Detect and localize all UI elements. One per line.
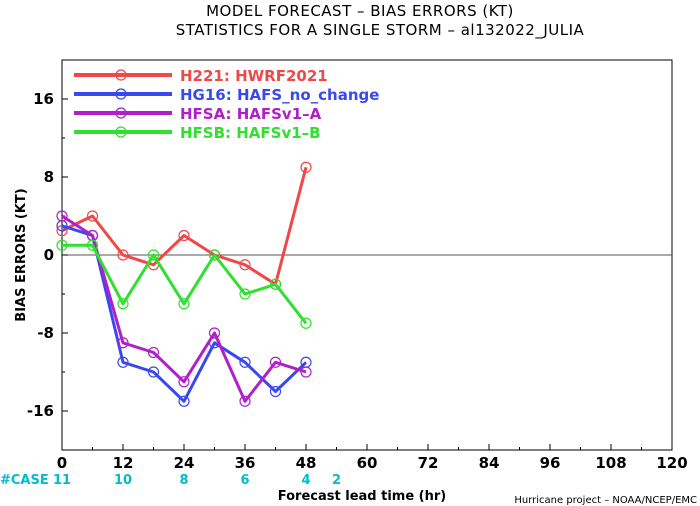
y-tick-label: 0 [44, 246, 54, 264]
data-point [208, 327, 221, 339]
data-point [178, 376, 190, 388]
series-line-3 [62, 243, 308, 325]
data-point [208, 249, 221, 261]
data-point [117, 337, 129, 349]
data-point [147, 346, 160, 359]
data-point [56, 210, 68, 222]
legend-label-0: H221: HWRF2021 [180, 67, 328, 85]
data-point [178, 229, 190, 242]
legend-label-1: HG16: HAFS_no_change [180, 86, 379, 104]
case-count: 4 [301, 473, 310, 488]
case-count: 11 [53, 473, 71, 488]
chart-title: MODEL FORECAST – BIAS ERRORS (KT) [206, 2, 514, 20]
x-tick-label: 60 [357, 454, 378, 472]
x-tick-label: 12 [113, 454, 134, 472]
legend-marker-3 [115, 126, 127, 138]
series-line-1 [61, 224, 308, 403]
case-prefix: #CASE [0, 473, 49, 488]
data-point [147, 366, 160, 378]
case-count: 6 [240, 473, 249, 488]
case-count: 10 [114, 473, 132, 488]
y-tick-label: -8 [37, 324, 54, 342]
series-line-2 [61, 214, 307, 403]
x-tick-label: 0 [57, 454, 67, 472]
legend-label-2: HFSA: HAFSv1–A [180, 105, 322, 123]
x-tick-label: 96 [540, 454, 561, 472]
x-tick-label: 24 [174, 454, 195, 472]
data-point [56, 239, 68, 251]
footer-credit: Hurricane project – NOAA/NCEP/EMC [514, 495, 697, 506]
legend-marker-2 [115, 107, 127, 119]
case-count: 2 [332, 473, 341, 488]
x-tick-label: 48 [296, 454, 317, 472]
data-point [269, 278, 282, 290]
x-tick-label: 120 [656, 454, 687, 472]
data-point [178, 395, 190, 407]
case-count: 8 [179, 473, 188, 488]
data-point [117, 298, 129, 310]
data-point [269, 385, 282, 398]
series-line-0 [61, 166, 308, 286]
data-point [117, 356, 129, 368]
y-tick-label: 8 [44, 168, 54, 186]
data-point [117, 249, 129, 261]
data-point [86, 210, 99, 222]
data-point [269, 356, 282, 368]
chart-subtitle: STATISTICS FOR A SINGLE STORM – al132022… [176, 21, 585, 40]
legend-label-3: HFSB: HAFSv1–B [180, 124, 321, 142]
legend-marker-0 [115, 69, 127, 81]
data-point [300, 161, 312, 173]
data-point [239, 395, 251, 407]
y-axis-label: BIAS ERRORS (KT) [14, 188, 29, 321]
x-tick-label: 36 [235, 454, 256, 472]
data-point [300, 366, 312, 378]
x-tick-label: 84 [479, 454, 500, 472]
y-tick-label: -16 [27, 402, 54, 420]
data-point [56, 225, 68, 237]
data-point [178, 298, 190, 310]
data-point [239, 288, 251, 300]
data-point [300, 356, 312, 368]
data-point [147, 249, 160, 261]
data-point [86, 239, 99, 251]
legend-marker-1 [115, 88, 127, 100]
x-tick-label: 108 [595, 454, 626, 472]
data-point [239, 356, 251, 368]
x-axis-label: Forecast lead time (hr) [278, 489, 446, 504]
x-tick-label: 72 [418, 454, 439, 472]
y-tick-label: 16 [33, 90, 54, 108]
data-point [239, 259, 251, 271]
data-point [300, 317, 312, 329]
